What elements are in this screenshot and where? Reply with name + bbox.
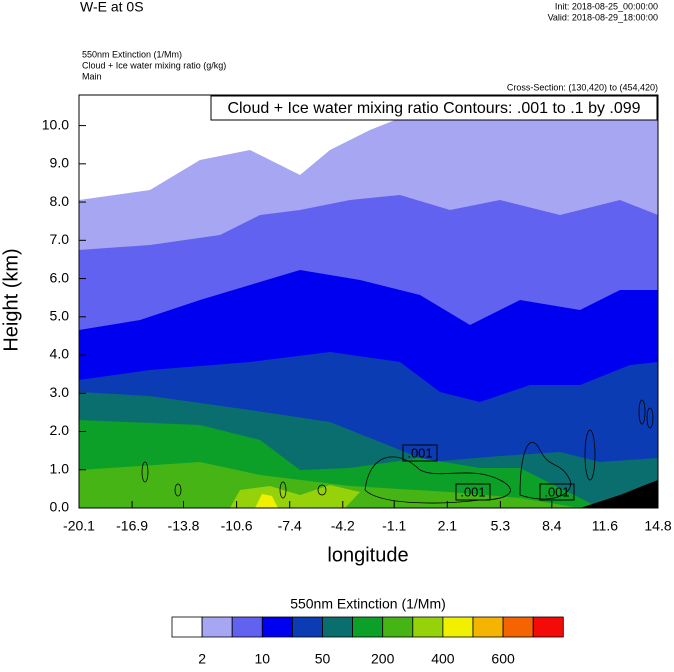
x-tick-label: 14.8: [644, 518, 671, 534]
band: [79, 462, 580, 508]
x-tick-label: -20.1: [63, 518, 95, 534]
contour-info-box: [210, 95, 658, 121]
y-tick-label: 8.0: [50, 193, 70, 209]
valid-time: Valid: 2018-08-29_18:00:00: [548, 12, 658, 22]
x-axis-label: longitude: [327, 544, 408, 566]
y-tick-label: 2.0: [50, 422, 70, 438]
colorbar-swatch: [412, 616, 444, 638]
y-tick-label: 10.0: [42, 116, 69, 132]
contour-label: .001: [544, 484, 569, 499]
colorbar-swatch: [352, 616, 384, 638]
colorbar-swatch: [382, 616, 414, 638]
y-tick-label: 4.0: [50, 346, 70, 362]
y-tick-label: 3.0: [50, 384, 70, 400]
field-label: Cloud + Ice water mixing ratio (g/kg): [82, 60, 226, 70]
x-tick-label: -1.1: [382, 518, 406, 534]
x-tick-label: -7.4: [278, 518, 302, 534]
contour-lines: [141, 399, 654, 504]
init-time: Init: 2018-08-25_00:00:00: [555, 1, 658, 11]
colorbar-swatch: [291, 616, 323, 638]
colorbar-swatch: [171, 616, 203, 638]
band: [255, 494, 278, 508]
colorbar-label: 50: [315, 651, 331, 667]
terrain: [580, 480, 658, 508]
x-tick-label: 8.4: [542, 518, 562, 534]
y-tick-label: 0.0: [50, 499, 70, 515]
colorbar-swatch: [231, 616, 263, 638]
colorbar-swatch: [532, 616, 564, 638]
colorbar-swatch: [322, 616, 354, 638]
plot-frame: [78, 94, 659, 509]
colorbar-swatch: [261, 616, 293, 638]
x-tick-label: -13.8: [168, 518, 200, 534]
contour-field: .001 .001 .001: [79, 95, 658, 508]
chart-title: W-E at 0S: [80, 0, 144, 15]
colorbar-title: 550nm Extinction (1/Mm): [290, 596, 446, 612]
y-tick-label: 6.0: [50, 269, 70, 285]
colorbar-label: 200: [371, 651, 395, 667]
colorbar-swatch: [201, 616, 233, 638]
contour-info: Cloud + Ice water mixing ratio Contours:…: [227, 100, 640, 117]
colorbar-label: 400: [431, 651, 455, 667]
y-tick-label: 1.0: [50, 460, 70, 476]
colorbar-label: 600: [491, 651, 515, 667]
field-label: 550nm Extinction (1/Mm): [82, 49, 182, 59]
colorbar-label: 10: [255, 651, 271, 667]
y-tick-label: 7.0: [50, 231, 70, 247]
colorbar-swatch: [442, 616, 474, 638]
y-axis-label: Height (km): [0, 248, 22, 351]
cross-section: Cross-Section: (130,420) to (454,420): [507, 82, 658, 92]
x-tick-label: -4.2: [331, 518, 355, 534]
colorbar-swatch: [472, 616, 504, 638]
x-tick-label: 11.6: [592, 518, 618, 534]
field-label: Main: [82, 71, 102, 81]
colorbar-swatch: [502, 616, 534, 638]
x-tick-label: 2.1: [438, 518, 458, 534]
x-tick-label: -10.6: [221, 518, 253, 534]
contour-label: .001: [460, 484, 485, 499]
contour-label-box: [455, 483, 491, 501]
contour-label-box: [539, 483, 575, 501]
x-tick-label: -16.9: [116, 518, 148, 534]
contour-label-box: [402, 444, 438, 462]
contour-label: .001: [407, 445, 432, 460]
y-tick-label: 5.0: [50, 307, 70, 323]
x-tick-label: 5.3: [491, 518, 511, 534]
colorbar-label: 2: [198, 651, 206, 667]
y-tick-label: 9.0: [50, 155, 70, 171]
